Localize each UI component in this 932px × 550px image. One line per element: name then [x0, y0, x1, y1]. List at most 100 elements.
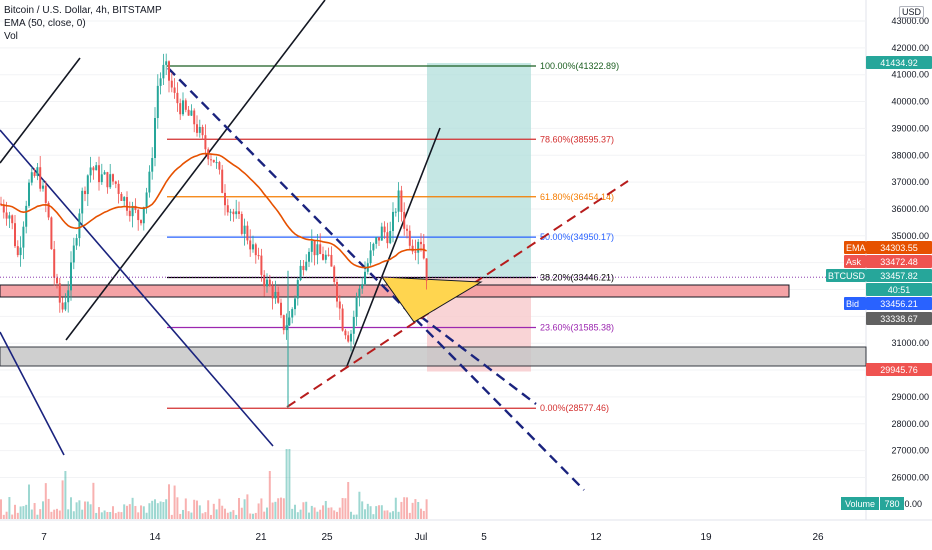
volume-tag-value: 780 — [884, 499, 899, 509]
candle-body — [39, 167, 42, 189]
candle-body — [61, 302, 64, 310]
candle-body — [95, 165, 98, 171]
stop-price-tag-bg — [866, 363, 932, 376]
volume-bar — [47, 498, 50, 519]
volume-bar — [296, 512, 299, 519]
price-axis-tick: 41000.00 — [891, 70, 929, 80]
candle-body — [224, 192, 226, 206]
candle-body — [411, 245, 414, 252]
candle-body — [352, 316, 355, 334]
volume-bar — [288, 449, 291, 519]
ask-tag-bg — [866, 255, 932, 268]
volume-bar — [212, 503, 215, 519]
volume-bar — [408, 512, 411, 519]
candle-body — [128, 210, 131, 217]
price-axis-tick: 27000.00 — [891, 446, 929, 456]
volume-bar — [22, 506, 25, 519]
candle-body — [162, 64, 165, 79]
ema-indicator-label[interactable]: EMA (50, close, 0) — [4, 18, 86, 29]
volume-bar — [70, 497, 72, 519]
channel-line-upper — [65, 0, 326, 341]
candle-body — [112, 174, 114, 182]
dashed-trendline-red — [286, 180, 629, 408]
volume-bar — [243, 499, 246, 519]
volume-tag-label: Volume — [845, 499, 875, 509]
candle-body — [70, 262, 72, 291]
candle-body — [355, 296, 358, 317]
time-axis-tick: 5 — [481, 532, 487, 543]
volume-bar — [394, 497, 397, 519]
volume-bar — [383, 510, 386, 519]
volume-bar — [53, 509, 56, 519]
volume-bar — [67, 509, 70, 519]
volume-bar — [58, 510, 61, 519]
ask-tag-label: Ask — [846, 257, 862, 267]
volume-bar — [344, 498, 347, 519]
fib-level-label: 78.60%(38595.37) — [540, 134, 614, 144]
volume-bar — [156, 503, 159, 519]
candle-body — [257, 255, 260, 257]
candle-body — [422, 244, 425, 259]
volume-bar — [397, 511, 400, 519]
volume-bar — [30, 509, 33, 519]
candle-body — [165, 61, 168, 65]
ask-tag-label-bg — [844, 255, 866, 268]
candle-body — [196, 124, 198, 133]
volume-bar — [285, 449, 288, 519]
volume-bar — [112, 506, 114, 519]
fib-level-label: 23.60%(31585.38) — [540, 322, 614, 332]
volume-bar — [277, 498, 280, 519]
candle-body — [280, 302, 282, 316]
volume-bar — [330, 507, 333, 519]
candle-body — [120, 193, 123, 201]
candle-body — [403, 211, 406, 229]
candle-body — [305, 261, 308, 271]
candle-body — [327, 254, 330, 256]
candle-body — [89, 167, 92, 176]
candle-body — [369, 250, 372, 264]
volume-bar — [8, 497, 11, 519]
volume-bar — [210, 514, 212, 519]
volume-bar — [86, 501, 89, 519]
countdown-tag-bg — [866, 283, 932, 296]
candle-body — [47, 202, 50, 218]
volume-bar — [347, 482, 350, 519]
candle-body — [397, 190, 400, 212]
candle-body — [406, 228, 408, 231]
volume-bar — [420, 508, 422, 519]
time-axis-tick: 25 — [321, 532, 333, 543]
candle-body — [319, 244, 322, 255]
fib-level-label: 100.00%(41322.89) — [540, 61, 619, 71]
btcusd-tag-bg — [866, 269, 932, 282]
volume-bar — [294, 504, 296, 519]
candle-body — [36, 167, 39, 176]
volume-tag-label-bg — [841, 497, 879, 510]
price-axis-tick: 38000.00 — [891, 150, 929, 160]
volume-bar — [282, 498, 285, 519]
volume-bar — [369, 506, 372, 519]
volume-bar — [299, 509, 302, 519]
candle-body — [364, 271, 366, 285]
time-axis-tick: 21 — [255, 532, 267, 543]
candle-body — [274, 291, 277, 299]
candle-body — [322, 254, 324, 260]
candle-body — [168, 61, 170, 81]
candle-body — [288, 317, 291, 326]
volume-bar — [142, 506, 145, 519]
candle-body — [148, 171, 151, 193]
volume-bar — [238, 497, 240, 519]
candle-body — [333, 266, 336, 283]
volume-bar — [84, 501, 86, 519]
candle-body — [126, 197, 128, 211]
volume-bar — [266, 507, 268, 519]
candle-body — [64, 302, 67, 310]
volume-bar — [257, 503, 260, 519]
gray-zone-band — [0, 346, 867, 367]
bid-tag-label-bg — [844, 297, 866, 310]
volume-bar — [378, 505, 380, 519]
price-axis-tick: 28000.00 — [891, 419, 929, 429]
candle-body — [330, 254, 333, 267]
volume-indicator-label[interactable]: Vol — [4, 31, 18, 42]
currency-button[interactable]: USD — [898, 6, 924, 18]
